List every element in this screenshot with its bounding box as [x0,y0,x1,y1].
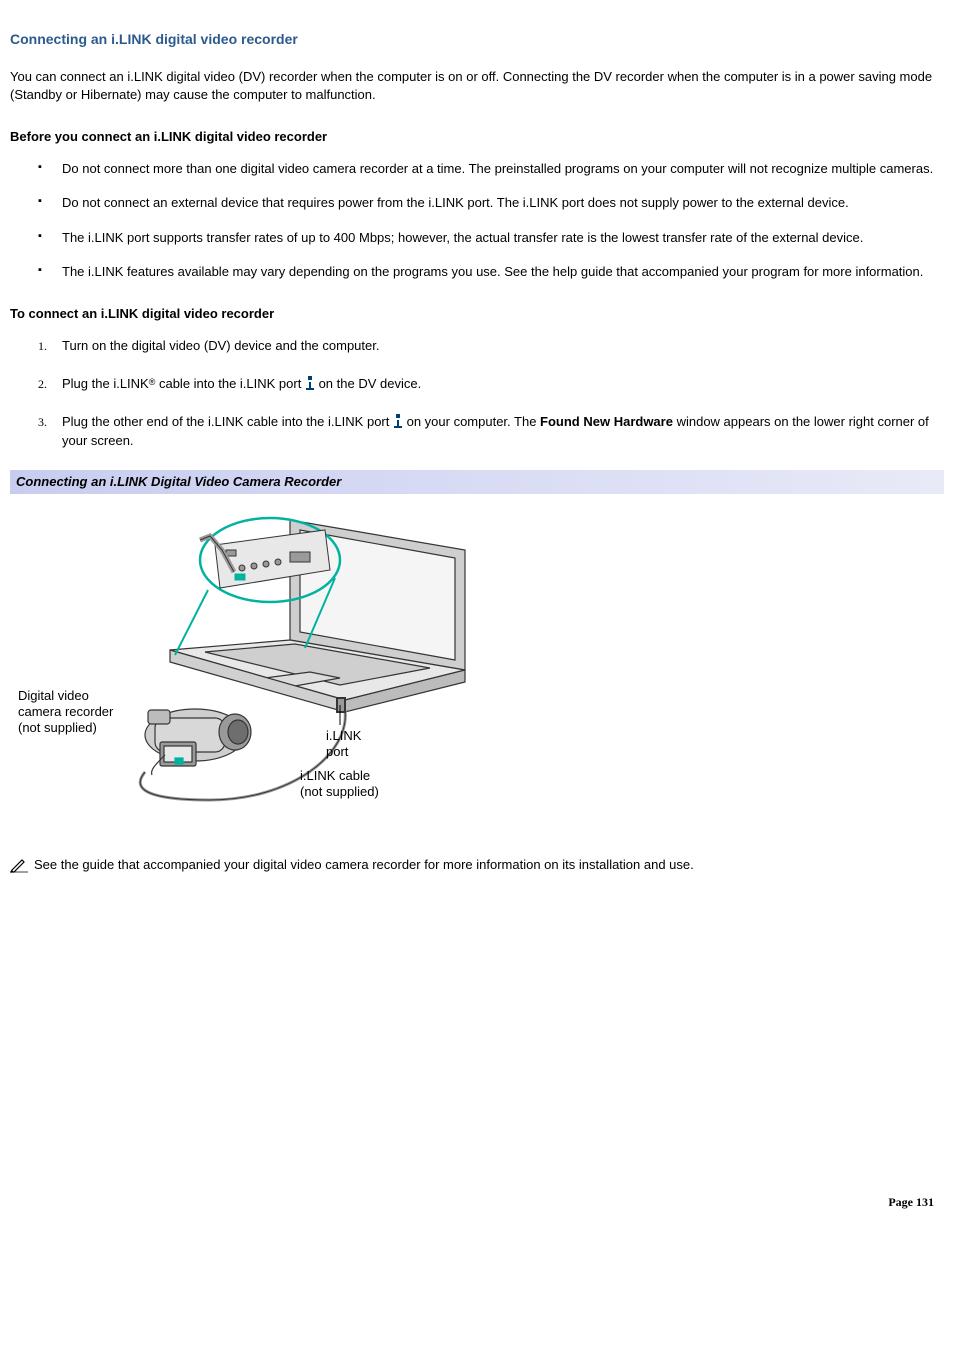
intro-paragraph: You can connect an i.LINK digital video … [10,68,944,104]
diagram-label: i.LINK [326,728,362,743]
diagram-label: i.LINK cable [300,768,370,783]
step-number: 3. [38,414,47,431]
step-text: cable into the i.LINK port [155,376,305,391]
bullet-item: Do not connect an external device that r… [38,194,944,212]
connect-heading: To connect an i.LINK digital video recor… [10,305,944,323]
bullet-item: The i.LINK features available may vary d… [38,263,944,281]
step-text: Plug the other end of the i.LINK cable i… [62,414,393,429]
step-text: Plug the i.LINK [62,376,149,391]
note-row: See the guide that accompanied your digi… [10,856,944,874]
step-text: on the DV device. [315,376,421,391]
diagram-label: (not supplied) [18,720,97,735]
ilink-port-icon [393,414,403,428]
step-item: 3. Plug the other end of the i.LINK cabl… [38,413,944,449]
diagram-label: Digital video [18,688,89,703]
connection-diagram: Digital video camera recorder (not suppl… [10,500,944,820]
page-number: Page 131 [10,1194,944,1211]
step-number: 2. [38,376,47,393]
step-number: 1. [38,338,47,355]
note-pencil-icon [10,857,28,873]
step-item: 1. Turn on the digital video (DV) device… [38,337,944,355]
bullet-item: Do not connect more than one digital vid… [38,160,944,178]
bullet-item: The i.LINK port supports transfer rates … [38,229,944,247]
diagram-label: port [326,744,349,759]
before-bullet-list: Do not connect more than one digital vid… [10,160,944,281]
step-item: 2. Plug the i.LINK® cable into the i.LIN… [38,375,944,393]
camcorder-icon [145,709,251,775]
figure-caption: Connecting an i.LINK Digital Video Camer… [10,470,944,494]
note-text: See the guide that accompanied your digi… [34,856,694,874]
step-text-bold: Found New Hardware [540,414,673,429]
step-text: on your computer. The [403,414,540,429]
diagram-label: (not supplied) [300,784,379,799]
page-title: Connecting an i.LINK digital video recor… [10,30,944,50]
steps-list: 1. Turn on the digital video (DV) device… [10,337,944,450]
step-text: Turn on the digital video (DV) device an… [62,338,379,353]
diagram-label: camera recorder [18,704,114,719]
ilink-port-icon [305,376,315,390]
before-heading: Before you connect an i.LINK digital vid… [10,128,944,146]
